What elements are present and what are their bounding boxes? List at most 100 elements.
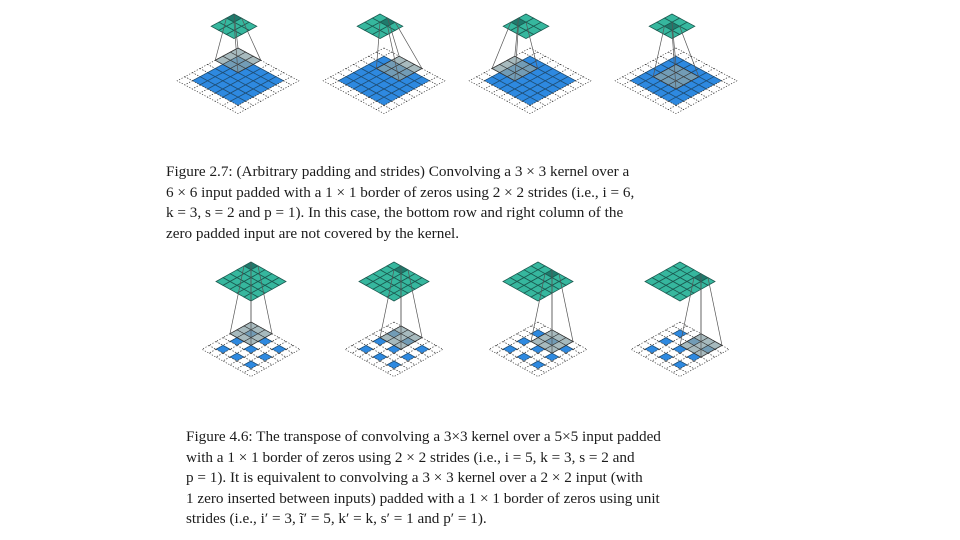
padding-cell xyxy=(495,341,511,350)
padding-cell xyxy=(264,341,280,350)
padding-cell xyxy=(372,360,388,370)
padding-cell xyxy=(208,341,224,350)
padding-cell xyxy=(700,352,716,362)
projection-line xyxy=(233,13,239,49)
padding-cell xyxy=(667,105,685,114)
projection-line xyxy=(214,18,227,61)
padding-cell xyxy=(236,348,252,358)
kernel-gridline xyxy=(383,60,407,73)
padding-cell xyxy=(672,352,688,362)
padding-cell xyxy=(672,368,688,378)
projection-line xyxy=(379,269,395,338)
kernel-gridline xyxy=(668,68,692,82)
projection-line xyxy=(514,18,519,57)
output-cell xyxy=(530,292,546,302)
padding-cell xyxy=(516,360,532,370)
padding-cell xyxy=(651,341,667,350)
padding-cell xyxy=(257,360,273,370)
kernel-gridline xyxy=(507,64,531,77)
caption-line: 1 zero inserted between inputs) padded w… xyxy=(186,489,660,507)
kernel-gridline xyxy=(537,337,560,350)
padding-cell xyxy=(236,341,252,350)
kernel-gridline xyxy=(693,341,716,354)
padding-cell xyxy=(523,341,539,350)
padding-cell xyxy=(658,360,674,370)
padding-cell xyxy=(530,352,546,362)
padding-cell xyxy=(544,360,560,370)
kernel-gridline xyxy=(243,325,266,338)
padding-cell xyxy=(509,348,525,358)
padding-cell xyxy=(407,348,423,358)
padding-cell xyxy=(365,333,381,342)
padding-cell xyxy=(379,348,395,358)
kernel-gridline xyxy=(537,333,560,346)
padding-cell xyxy=(250,348,266,358)
padding-cell xyxy=(686,360,702,370)
figure-2-7 xyxy=(0,0,960,160)
output-cell xyxy=(386,292,402,302)
padding-cell xyxy=(372,329,388,339)
kernel-gridline xyxy=(236,325,259,338)
padding-cell xyxy=(495,348,511,358)
padding-cell xyxy=(686,329,702,339)
padding-cell xyxy=(665,341,681,350)
padding-cell xyxy=(365,341,381,350)
figure-2-7-caption: Figure 2.7: (Arbitrary padding and strid… xyxy=(166,162,786,244)
padding-cell xyxy=(530,321,546,331)
padding-cell xyxy=(523,348,539,358)
padding-cell xyxy=(358,352,374,362)
padding-cell xyxy=(558,352,574,362)
padding-cell xyxy=(421,348,437,358)
padding-cell xyxy=(243,368,259,378)
kernel-gridline xyxy=(222,51,246,65)
caption-line: k = 3, s = 2 and p = 1). In this case, t… xyxy=(166,204,624,221)
padding-cell xyxy=(229,105,247,114)
padding-cell xyxy=(637,341,653,350)
padding-cell xyxy=(565,341,581,350)
conv-panel xyxy=(488,261,588,378)
padding-cell xyxy=(665,348,681,358)
conv-panel xyxy=(322,13,446,114)
figure-4-6-illustration xyxy=(201,261,730,378)
padding-cell xyxy=(679,333,695,342)
padding-cell xyxy=(222,341,238,350)
kernel-gridline xyxy=(391,64,415,77)
padding-cell xyxy=(651,348,667,358)
padding-cell xyxy=(407,341,423,350)
kernel-gridline xyxy=(544,333,567,346)
kernel-gridline xyxy=(686,337,709,350)
projection-line xyxy=(491,22,512,69)
input-cell xyxy=(386,360,402,370)
projection-line xyxy=(530,273,546,342)
conv-panel xyxy=(630,261,730,378)
conv-panel xyxy=(176,13,300,114)
padding-cell xyxy=(351,348,367,358)
padding-cell xyxy=(400,360,416,370)
caption-line: zero padded input are not covered by the… xyxy=(166,224,460,242)
kernel-gridline xyxy=(230,51,254,65)
padding-cell xyxy=(523,333,539,342)
input-cell xyxy=(243,360,259,370)
projection-line xyxy=(229,265,245,334)
figure-2-7-illustration xyxy=(176,13,738,114)
padding-cell xyxy=(222,333,238,342)
kernel-gridline xyxy=(544,337,567,350)
caption-line: Figure 2.7: (Arbitrary padding and strid… xyxy=(166,163,630,180)
projection-line xyxy=(514,26,519,81)
projection-line xyxy=(525,22,538,69)
kernel-gridline xyxy=(693,337,716,350)
conv-panel xyxy=(614,13,738,114)
padding-cell xyxy=(530,368,546,378)
padding-cell xyxy=(565,348,581,358)
padding-cell xyxy=(229,360,245,370)
kernel-gridline xyxy=(222,55,246,69)
projection-line xyxy=(407,269,423,338)
padding-cell xyxy=(414,352,430,362)
kernel-gridline xyxy=(386,333,409,346)
caption-line: with a 1 × 1 border of zeros using 2 × 2… xyxy=(186,448,635,466)
kernel-gridline xyxy=(236,329,259,342)
output-cell xyxy=(672,292,688,302)
padding-cell xyxy=(516,329,532,339)
padding-cell xyxy=(421,341,437,350)
padding-cell xyxy=(278,341,294,350)
